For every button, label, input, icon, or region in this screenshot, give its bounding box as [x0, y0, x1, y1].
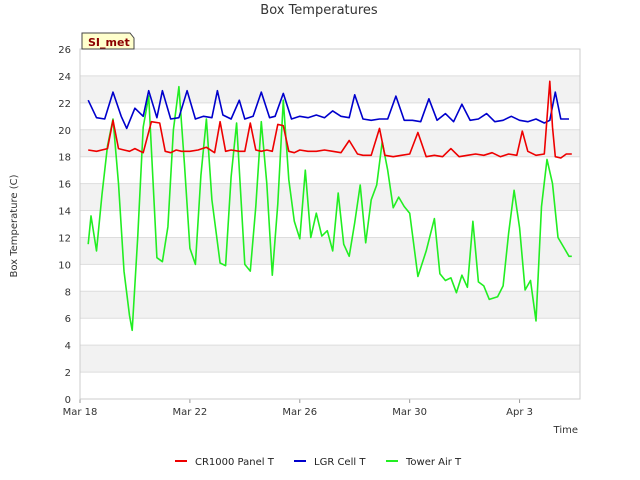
y-tick-label: 12	[58, 233, 71, 244]
y-axis-title: Box Temperature (C)	[9, 174, 20, 277]
grid-band	[80, 183, 580, 211]
plot-frame	[79, 48, 581, 400]
y-tick-label: 18	[58, 153, 71, 164]
y-tick-label: 6	[65, 314, 71, 325]
legend-label: CR1000 Panel T	[195, 457, 275, 468]
grid-band	[80, 372, 580, 399]
chart-title: Box Temperatures	[260, 3, 378, 18]
y-tick-label: 2	[65, 368, 71, 379]
x-tick-label: Mar 30	[392, 407, 427, 418]
series-line-lgr-cell-t	[87, 89, 569, 130]
legend: CR1000 Panel T LGR Cell T Tower Air T	[175, 457, 462, 468]
grid-band	[80, 210, 580, 238]
y-tick-label: 14	[58, 207, 71, 218]
x-tick-label: Mar 18	[63, 407, 98, 418]
legend-label: LGR Cell T	[314, 457, 366, 468]
legend-label: Tower Air T	[405, 457, 462, 468]
x-tick-label: Mar 22	[172, 407, 207, 418]
y-tick-label: 20	[58, 126, 71, 137]
series-layer	[87, 80, 572, 332]
x-tick-label: Mar 26	[282, 407, 317, 418]
grid-band	[80, 129, 580, 157]
y-tick-label: 4	[65, 341, 71, 352]
x-tick-label: Apr 3	[506, 407, 533, 418]
y-tick-label: 22	[58, 99, 71, 110]
grid-band	[80, 291, 580, 319]
series-line-cr1000-panel-t	[88, 80, 572, 159]
grid-band	[80, 264, 580, 292]
grid-band	[80, 102, 580, 130]
y-tick-label: 8	[65, 287, 71, 298]
y-tick-label: 24	[58, 72, 71, 83]
grid-band	[80, 75, 580, 103]
y-tick-label: 10	[58, 260, 71, 271]
y-tick-label: 16	[58, 180, 71, 191]
grid-band	[80, 156, 580, 184]
grid-band	[80, 49, 580, 76]
y-tick-label: 26	[58, 45, 71, 56]
grid-band	[80, 345, 580, 373]
grid-bands	[80, 49, 580, 400]
x-axis-title: Time	[553, 425, 578, 436]
grid-band	[80, 318, 580, 346]
site-label: SI_met	[88, 36, 130, 49]
site-label-badge: SI_met	[81, 32, 135, 50]
series-line-tower-air-t	[87, 85, 572, 332]
y-tick-label: 0	[65, 395, 71, 406]
x-tick-labels: Mar 18 Mar 22 Mar 26 Mar 30 Apr 3	[63, 399, 533, 418]
